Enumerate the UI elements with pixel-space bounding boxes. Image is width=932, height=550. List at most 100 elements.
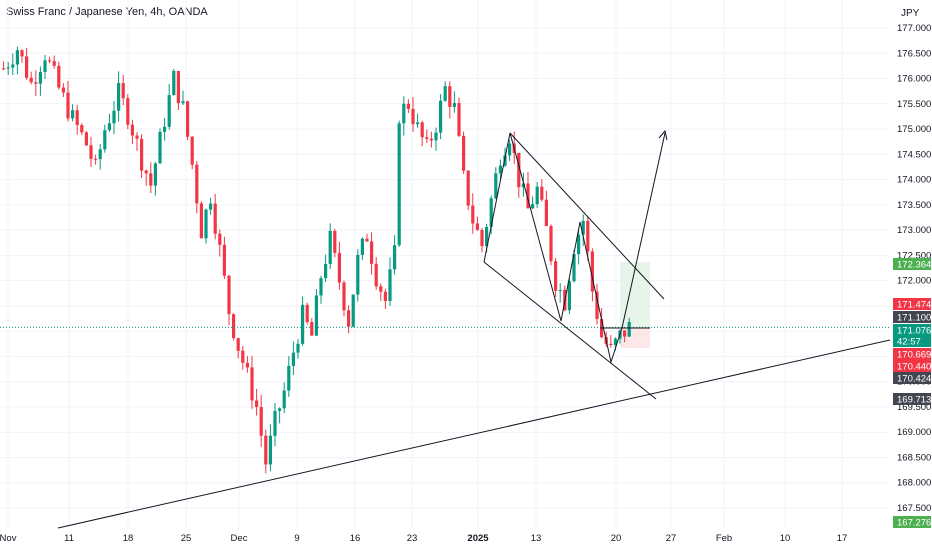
wedge-lower-line[interactable] [483, 261, 657, 400]
candle [471, 193, 475, 234]
candle [526, 171, 530, 209]
candle [558, 283, 562, 303]
candle [66, 80, 70, 122]
price-badge: 167.276 [893, 516, 931, 529]
price-badge-bg [893, 393, 931, 405]
candle [388, 257, 392, 306]
candle-body [75, 110, 79, 126]
price-badge-bg [893, 335, 931, 347]
candle [337, 241, 341, 290]
candle-body [416, 122, 420, 125]
time-tick-label: 23 [407, 533, 418, 544]
wedge-upper-line[interactable] [509, 132, 665, 300]
price-badge-bg [893, 258, 931, 270]
candle-body [595, 291, 599, 320]
time-axis[interactable]: Nov 11 18 25 Dec 9 16 23 2025 13 20 27 Feb 10 17 [0, 533, 847, 544]
candle [291, 341, 295, 375]
candle [158, 128, 162, 164]
candle-body [195, 164, 199, 204]
candle-body [627, 322, 631, 337]
candle [121, 74, 125, 106]
candle-body [80, 125, 84, 133]
candle [227, 274, 231, 326]
candle [595, 283, 599, 325]
candle [397, 120, 401, 247]
candle [213, 194, 217, 240]
price-badge-bg [893, 372, 931, 384]
candle-body [402, 103, 406, 124]
candle-body [112, 110, 116, 124]
candle-body [34, 82, 38, 84]
candle-body [172, 71, 176, 96]
candle-body [291, 352, 295, 366]
candle-body [388, 269, 392, 302]
price-tick-label: 169.000 [897, 427, 931, 438]
time-tick-label: 16 [350, 533, 361, 544]
projection-arrow[interactable] [621, 132, 666, 329]
candle-body [176, 71, 180, 104]
candle-body [471, 205, 475, 224]
candle-body [425, 137, 429, 139]
candle [586, 216, 590, 261]
candle [457, 97, 461, 138]
candle [494, 167, 498, 200]
candle [34, 70, 38, 96]
price-badge-bg [893, 516, 931, 528]
candle [347, 305, 351, 334]
candle-body [98, 149, 102, 160]
candle-body [204, 209, 208, 239]
candle-body [218, 233, 222, 245]
price-badge-label: 171.076 [897, 326, 931, 337]
price-badge-label: 170.424 [897, 374, 931, 385]
price-tick-label: 173.500 [897, 200, 931, 211]
candle [287, 355, 291, 397]
price-badge: 172.364 [893, 258, 931, 271]
candle [255, 388, 259, 416]
candle [38, 66, 42, 96]
candle [383, 288, 387, 309]
price-badge-label: 169.713 [897, 395, 931, 406]
candle [356, 249, 360, 302]
price-tick-label: 168.000 [897, 478, 931, 489]
time-tick-label: 13 [531, 533, 542, 544]
candle-body [38, 71, 42, 84]
candle [195, 160, 199, 214]
drawings[interactable] [57, 129, 891, 529]
candle [232, 313, 236, 341]
candle [153, 161, 157, 196]
price-badge: 170.669 [893, 348, 931, 361]
price-tick-label: 168.500 [897, 452, 931, 463]
candle-body [397, 123, 401, 246]
chart-title: Swiss Franc / Japanese Yen, 4h, OANDA [6, 6, 208, 18]
candle-body [71, 110, 75, 119]
candle [609, 335, 613, 348]
price-badge: 171.474 [893, 298, 931, 311]
price-badge-bg [893, 311, 931, 323]
candle-body [581, 220, 585, 235]
candle [57, 61, 61, 90]
time-tick-label: 11 [64, 533, 74, 544]
candle [466, 170, 470, 211]
candle [250, 356, 254, 409]
candle [443, 81, 447, 102]
stop-zone[interactable] [620, 327, 650, 348]
candle [360, 237, 364, 261]
candle-body [190, 136, 194, 165]
candle [144, 169, 148, 186]
trendline-support[interactable] [57, 339, 891, 529]
candle [199, 201, 203, 239]
candle-body [103, 130, 107, 150]
candle-body [255, 400, 259, 407]
candle-body [489, 198, 493, 227]
candle [544, 190, 548, 227]
price-badge: 171.100 [893, 311, 931, 324]
candle [531, 196, 535, 210]
candle-body [443, 86, 447, 101]
candle-body [66, 92, 70, 119]
price-badge: 170.440 [893, 360, 931, 373]
zigzag-pattern[interactable] [483, 132, 623, 364]
candle-body [498, 165, 502, 174]
candle-body [613, 338, 617, 346]
price-tick-label: 177.000 [897, 23, 931, 34]
